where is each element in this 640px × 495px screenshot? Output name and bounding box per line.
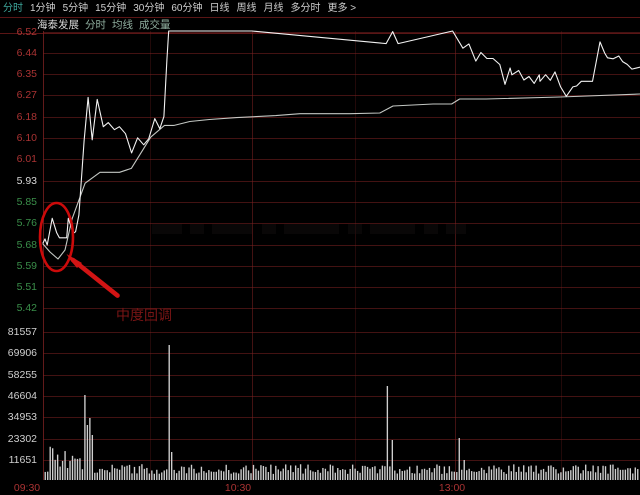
svg-text:中度回调: 中度回调 xyxy=(116,307,172,323)
svg-text:09:30: 09:30 xyxy=(14,482,40,494)
svg-text:13:00: 13:00 xyxy=(439,482,465,494)
svg-text:10:30: 10:30 xyxy=(225,482,251,494)
